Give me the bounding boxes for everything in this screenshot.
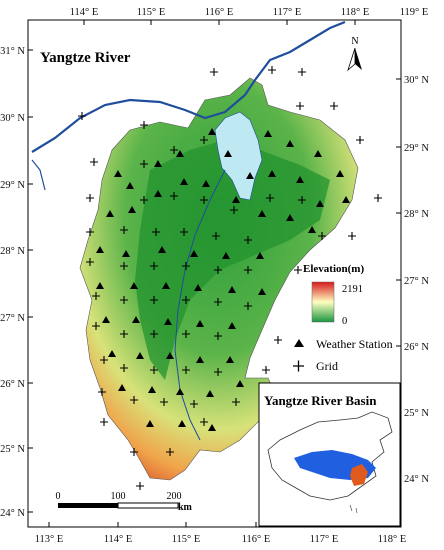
top-tick-label: 115° E — [137, 7, 166, 18]
top-tick-label: 117° E — [273, 7, 302, 18]
right-tick-label: 30° N — [404, 75, 429, 86]
graticule-ticks — [28, 20, 402, 527]
bottom-tick-label: 113° E — [35, 534, 64, 545]
north-arrow-label: N — [351, 36, 358, 47]
scale-unit: km — [178, 502, 193, 513]
weather-station-markers — [96, 128, 350, 431]
inset-map: Yangtze River Basin — [258, 382, 401, 527]
bottom-tick-label: 115° E — [172, 534, 201, 545]
scale-label-0: 0 — [56, 491, 61, 502]
river-ganjiang — [174, 169, 226, 441]
grid-legend-icon — [293, 360, 304, 372]
inset-title: Yangtze River Basin — [264, 393, 377, 408]
bottom-tick-label: 116° E — [242, 534, 271, 545]
right-tick-label: 28° N — [404, 209, 429, 220]
right-tick-label: 26° N — [404, 342, 429, 353]
left-tick-label: 29° N — [0, 180, 25, 191]
river-tributary — [31, 159, 46, 191]
elevation-color-ramp — [311, 281, 335, 323]
top-tick-label: 119° E — [400, 7, 429, 18]
left-tick-label: 25° N — [0, 444, 25, 455]
bottom-tick-label: 117° E — [310, 534, 339, 545]
china-outline — [267, 411, 393, 501]
study-region-area — [350, 464, 368, 486]
yangtze-river — [31, 20, 346, 153]
top-tick-label: 114° E — [70, 7, 99, 18]
scale-bar: 0 100 200 km — [56, 491, 193, 513]
left-tick-label: 24° N — [0, 508, 25, 519]
left-tick-label: 28° N — [0, 246, 25, 257]
left-tick-label: 31° N — [0, 46, 25, 57]
scale-label-200: 200 — [167, 491, 182, 502]
elevation-legend-title: Elevation(m) — [303, 263, 364, 275]
weather-station-legend-label: Weather Station — [316, 337, 393, 351]
weather-station-legend-icon — [294, 339, 304, 347]
lowland-area — [135, 140, 330, 380]
north-arrow-icon: N — [347, 36, 362, 72]
right-tick-label: 29° N — [404, 143, 429, 154]
left-tick-label: 27° N — [0, 313, 25, 324]
bottom-tick-label: 118° E — [378, 534, 407, 545]
map-title: Yangtze River — [40, 50, 131, 66]
grid-legend-label: Grid — [316, 359, 338, 373]
grid-markers — [78, 66, 382, 490]
top-tick-label: 116° E — [205, 7, 234, 18]
left-tick-label: 26° N — [0, 379, 25, 390]
elevation-min-label: 0 — [342, 316, 347, 327]
right-tick-label: 27° N — [404, 276, 429, 287]
left-tick-label: 30° N — [0, 113, 25, 124]
bottom-tick-label: 114° E — [104, 534, 133, 545]
elevation-max-label: 2191 — [342, 284, 363, 295]
top-tick-label: 118° E — [341, 7, 370, 18]
scale-label-100: 100 — [111, 491, 126, 502]
right-tick-label: 25° N — [404, 408, 429, 419]
right-tick-label: 24° N — [404, 474, 429, 485]
